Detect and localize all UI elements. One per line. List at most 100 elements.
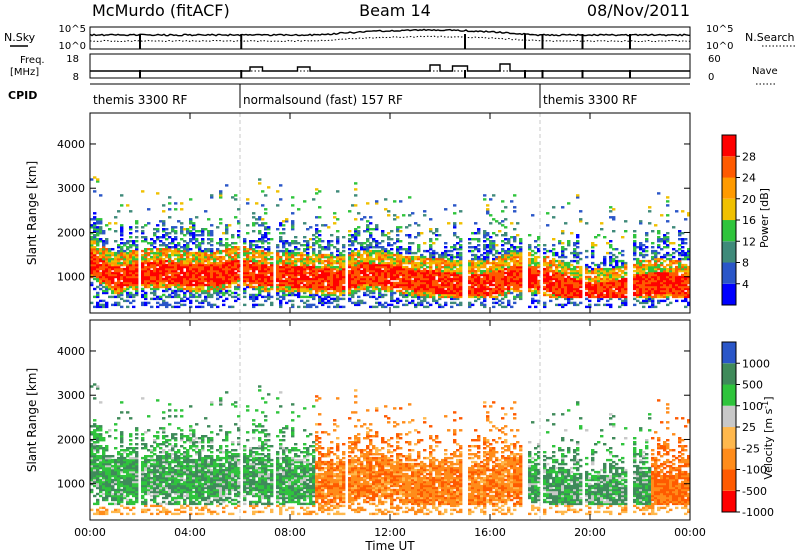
power-cell	[126, 291, 130, 295]
power-cell	[459, 253, 463, 257]
power-cell	[459, 265, 463, 269]
power-cell	[207, 232, 211, 235]
nsky-trace	[89, 28, 691, 37]
power-cell	[390, 269, 394, 273]
power-cell	[420, 257, 424, 261]
power-cell	[153, 275, 157, 279]
power-cell	[651, 271, 655, 275]
power-cell	[603, 259, 607, 263]
power-cell	[501, 200, 505, 203]
power-cell	[90, 226, 94, 229]
power-cell	[495, 289, 499, 293]
power-cell	[120, 249, 124, 253]
power-cell	[591, 242, 595, 245]
power-cell	[483, 293, 487, 297]
power-cell	[213, 279, 217, 283]
power-cell	[315, 305, 319, 309]
power-cell	[390, 281, 394, 285]
power-cell	[252, 248, 256, 251]
power-cell	[591, 289, 595, 293]
power-cell	[270, 263, 274, 267]
power-cell	[675, 293, 679, 297]
power-cell	[132, 257, 136, 261]
power-cell	[207, 285, 211, 289]
power-cell	[477, 230, 481, 233]
power-cell	[177, 275, 181, 279]
power-cell	[615, 287, 619, 291]
power-cell	[159, 248, 163, 251]
power-cell	[405, 275, 409, 279]
power-cell	[318, 277, 322, 281]
power-cell	[681, 293, 685, 297]
power-cell	[321, 248, 325, 251]
power-cell	[399, 277, 403, 281]
power-cell	[609, 257, 613, 261]
power-cell	[288, 279, 292, 283]
power-cell	[528, 257, 532, 261]
power-cell	[591, 279, 595, 283]
power-cell	[318, 261, 322, 265]
power-cell	[285, 240, 289, 243]
power-cell	[534, 275, 538, 279]
power-cell	[654, 273, 658, 277]
power-cell	[342, 273, 346, 277]
power-cell	[117, 269, 121, 273]
power-cell	[645, 301, 649, 305]
power-cell	[156, 283, 160, 287]
power-cell	[177, 251, 181, 255]
power-cell	[333, 255, 337, 259]
power-cell	[162, 259, 166, 263]
power-cell	[315, 228, 319, 231]
power-cell	[378, 281, 382, 285]
power-cell	[606, 293, 610, 297]
power-cell	[264, 271, 268, 275]
power-cell	[351, 283, 355, 287]
power-cell	[294, 287, 298, 291]
power-cell	[570, 281, 574, 285]
power-cell	[519, 295, 523, 299]
power-cell	[537, 269, 541, 273]
power-cell	[348, 283, 352, 287]
power-cell	[378, 277, 382, 281]
power-cell	[339, 261, 343, 265]
power-cell	[645, 283, 649, 287]
power-cell	[645, 275, 649, 279]
power-cell	[171, 261, 175, 265]
power-cell	[348, 255, 352, 259]
power-cell	[219, 291, 223, 295]
power-cell	[507, 281, 511, 285]
power-cell	[288, 251, 292, 255]
power-cell	[387, 249, 391, 253]
power-cell	[288, 249, 292, 253]
power-cell	[174, 226, 178, 229]
power-cell	[387, 261, 391, 265]
power-cell	[327, 265, 331, 269]
power-cell	[657, 263, 661, 267]
power-cell	[573, 242, 577, 245]
power-cell	[177, 255, 181, 259]
power-cell	[372, 289, 376, 293]
power-cell	[339, 257, 343, 261]
power-cell	[90, 301, 94, 305]
power-cell	[663, 267, 667, 271]
power-cell	[471, 257, 475, 261]
power-cell	[387, 289, 391, 293]
power-cell	[492, 301, 496, 305]
power-cell	[390, 238, 394, 241]
power-cell	[648, 267, 652, 271]
power-cell	[165, 244, 169, 247]
power-cell	[102, 281, 106, 285]
power-cell	[672, 251, 676, 255]
power-cell	[141, 240, 145, 243]
power-cell	[573, 295, 577, 299]
power-cell	[234, 194, 238, 197]
power-cell	[477, 279, 481, 283]
power-cell	[642, 249, 646, 253]
power-cell	[189, 251, 193, 255]
power-cell	[201, 263, 205, 267]
power-cell	[93, 248, 97, 251]
power-cell	[543, 293, 547, 297]
power-cell	[435, 257, 439, 261]
power-cell	[108, 255, 112, 259]
power-cell	[429, 283, 433, 287]
